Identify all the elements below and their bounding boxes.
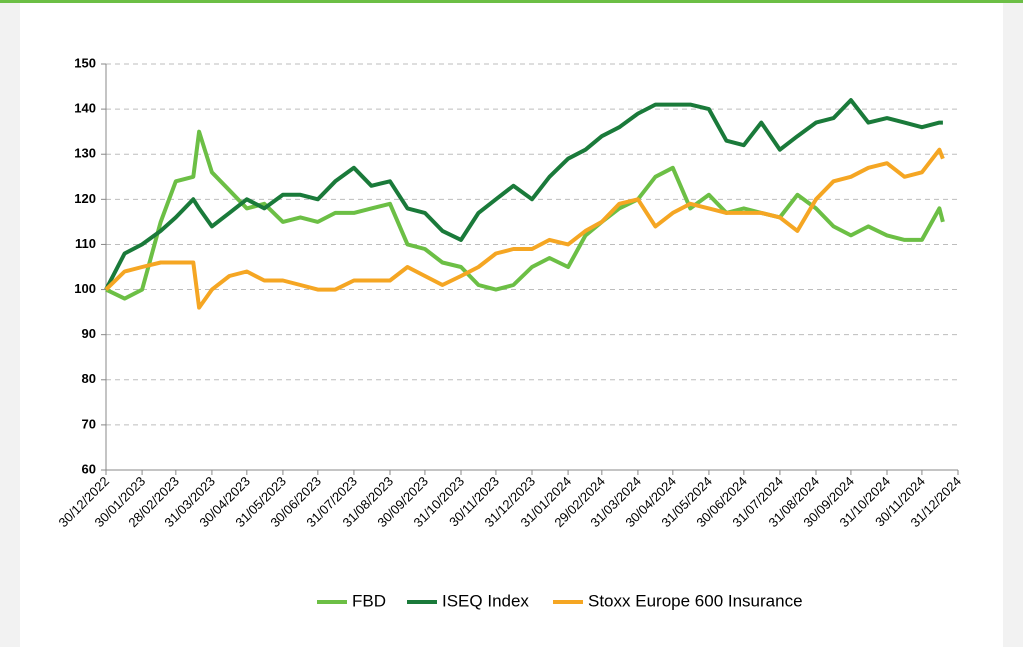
y-tick-label: 150	[74, 55, 96, 70]
y-tick-label: 80	[82, 371, 96, 386]
y-tick-label: 90	[82, 326, 96, 341]
legend-label: Stoxx Europe 600 Insurance	[588, 591, 803, 610]
series-line	[104, 98, 943, 291]
panel	[20, 0, 1003, 647]
y-tick-label: 60	[82, 461, 96, 476]
y-tick-label: 130	[74, 146, 96, 161]
top-bar	[0, 0, 1023, 3]
y-tick-label: 140	[74, 101, 96, 116]
y-tick-label: 100	[74, 281, 96, 296]
y-tick-label: 110	[75, 236, 96, 251]
y-tick-label: 120	[74, 191, 96, 206]
legend-label: ISEQ Index	[442, 591, 529, 610]
y-tick-label: 70	[82, 416, 96, 431]
series-line	[104, 147, 945, 310]
legend-label: FBD	[352, 591, 386, 610]
